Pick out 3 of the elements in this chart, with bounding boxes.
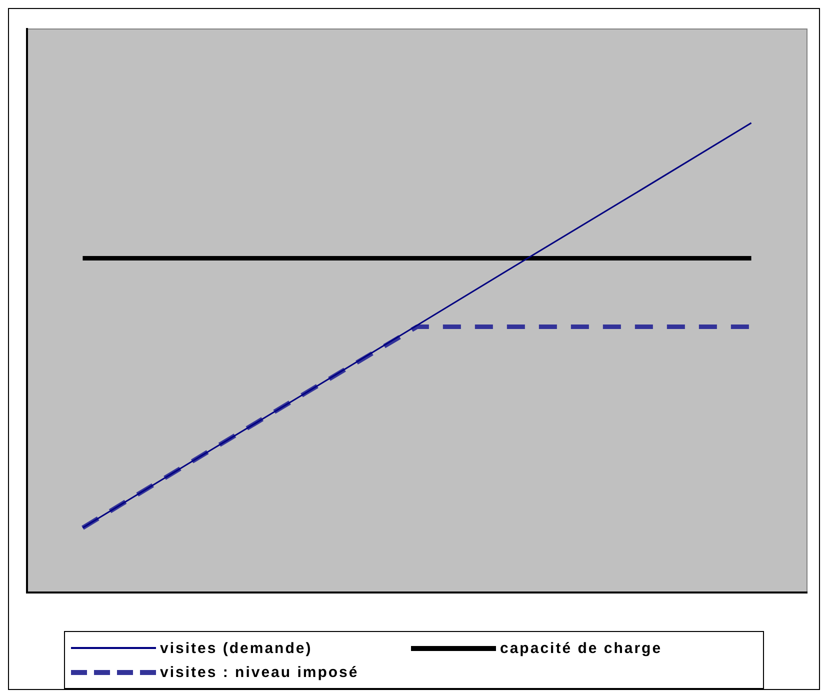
legend-label: visites (demande) (160, 640, 312, 656)
legend-label: visites : niveau imposé (160, 664, 359, 680)
legend-label: capacité de charge (500, 640, 662, 656)
